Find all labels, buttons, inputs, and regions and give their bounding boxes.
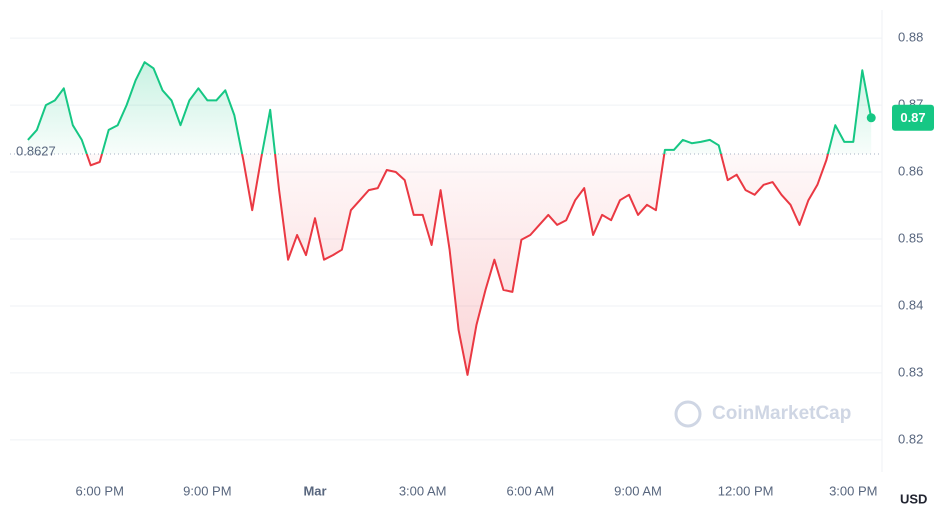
last-point bbox=[866, 113, 876, 123]
price-line bbox=[27, 61, 873, 376]
currency-label: USD bbox=[900, 491, 927, 506]
x-tick-label: 6:00 AM bbox=[506, 483, 554, 498]
x-tick-label: 3:00 AM bbox=[399, 483, 447, 498]
y-tick-label: 0.83 bbox=[898, 364, 923, 379]
y-tick-label: 0.82 bbox=[898, 431, 923, 446]
y-tick-label: 0.86 bbox=[898, 163, 923, 178]
watermark: CoinMarketCap bbox=[712, 403, 851, 424]
x-tick-label: Mar bbox=[303, 483, 326, 498]
x-tick-label: 6:00 PM bbox=[76, 483, 124, 498]
y-tick-label: 0.84 bbox=[898, 297, 923, 312]
price-badge-label: 0.87 bbox=[900, 110, 925, 125]
baseline-label: 0.8627 bbox=[16, 143, 56, 158]
x-tick-label: 3:00 PM bbox=[829, 483, 877, 498]
y-tick-label: 0.88 bbox=[898, 30, 923, 45]
watermark-logo bbox=[674, 400, 702, 428]
price-area bbox=[27, 62, 872, 375]
x-tick-label: 9:00 AM bbox=[614, 483, 662, 498]
price-badge bbox=[892, 104, 934, 131]
x-tick-label: 12:00 PM bbox=[718, 483, 774, 498]
y-tick-label: 0.85 bbox=[898, 230, 923, 245]
x-tick-label: 9:00 PM bbox=[183, 483, 231, 498]
